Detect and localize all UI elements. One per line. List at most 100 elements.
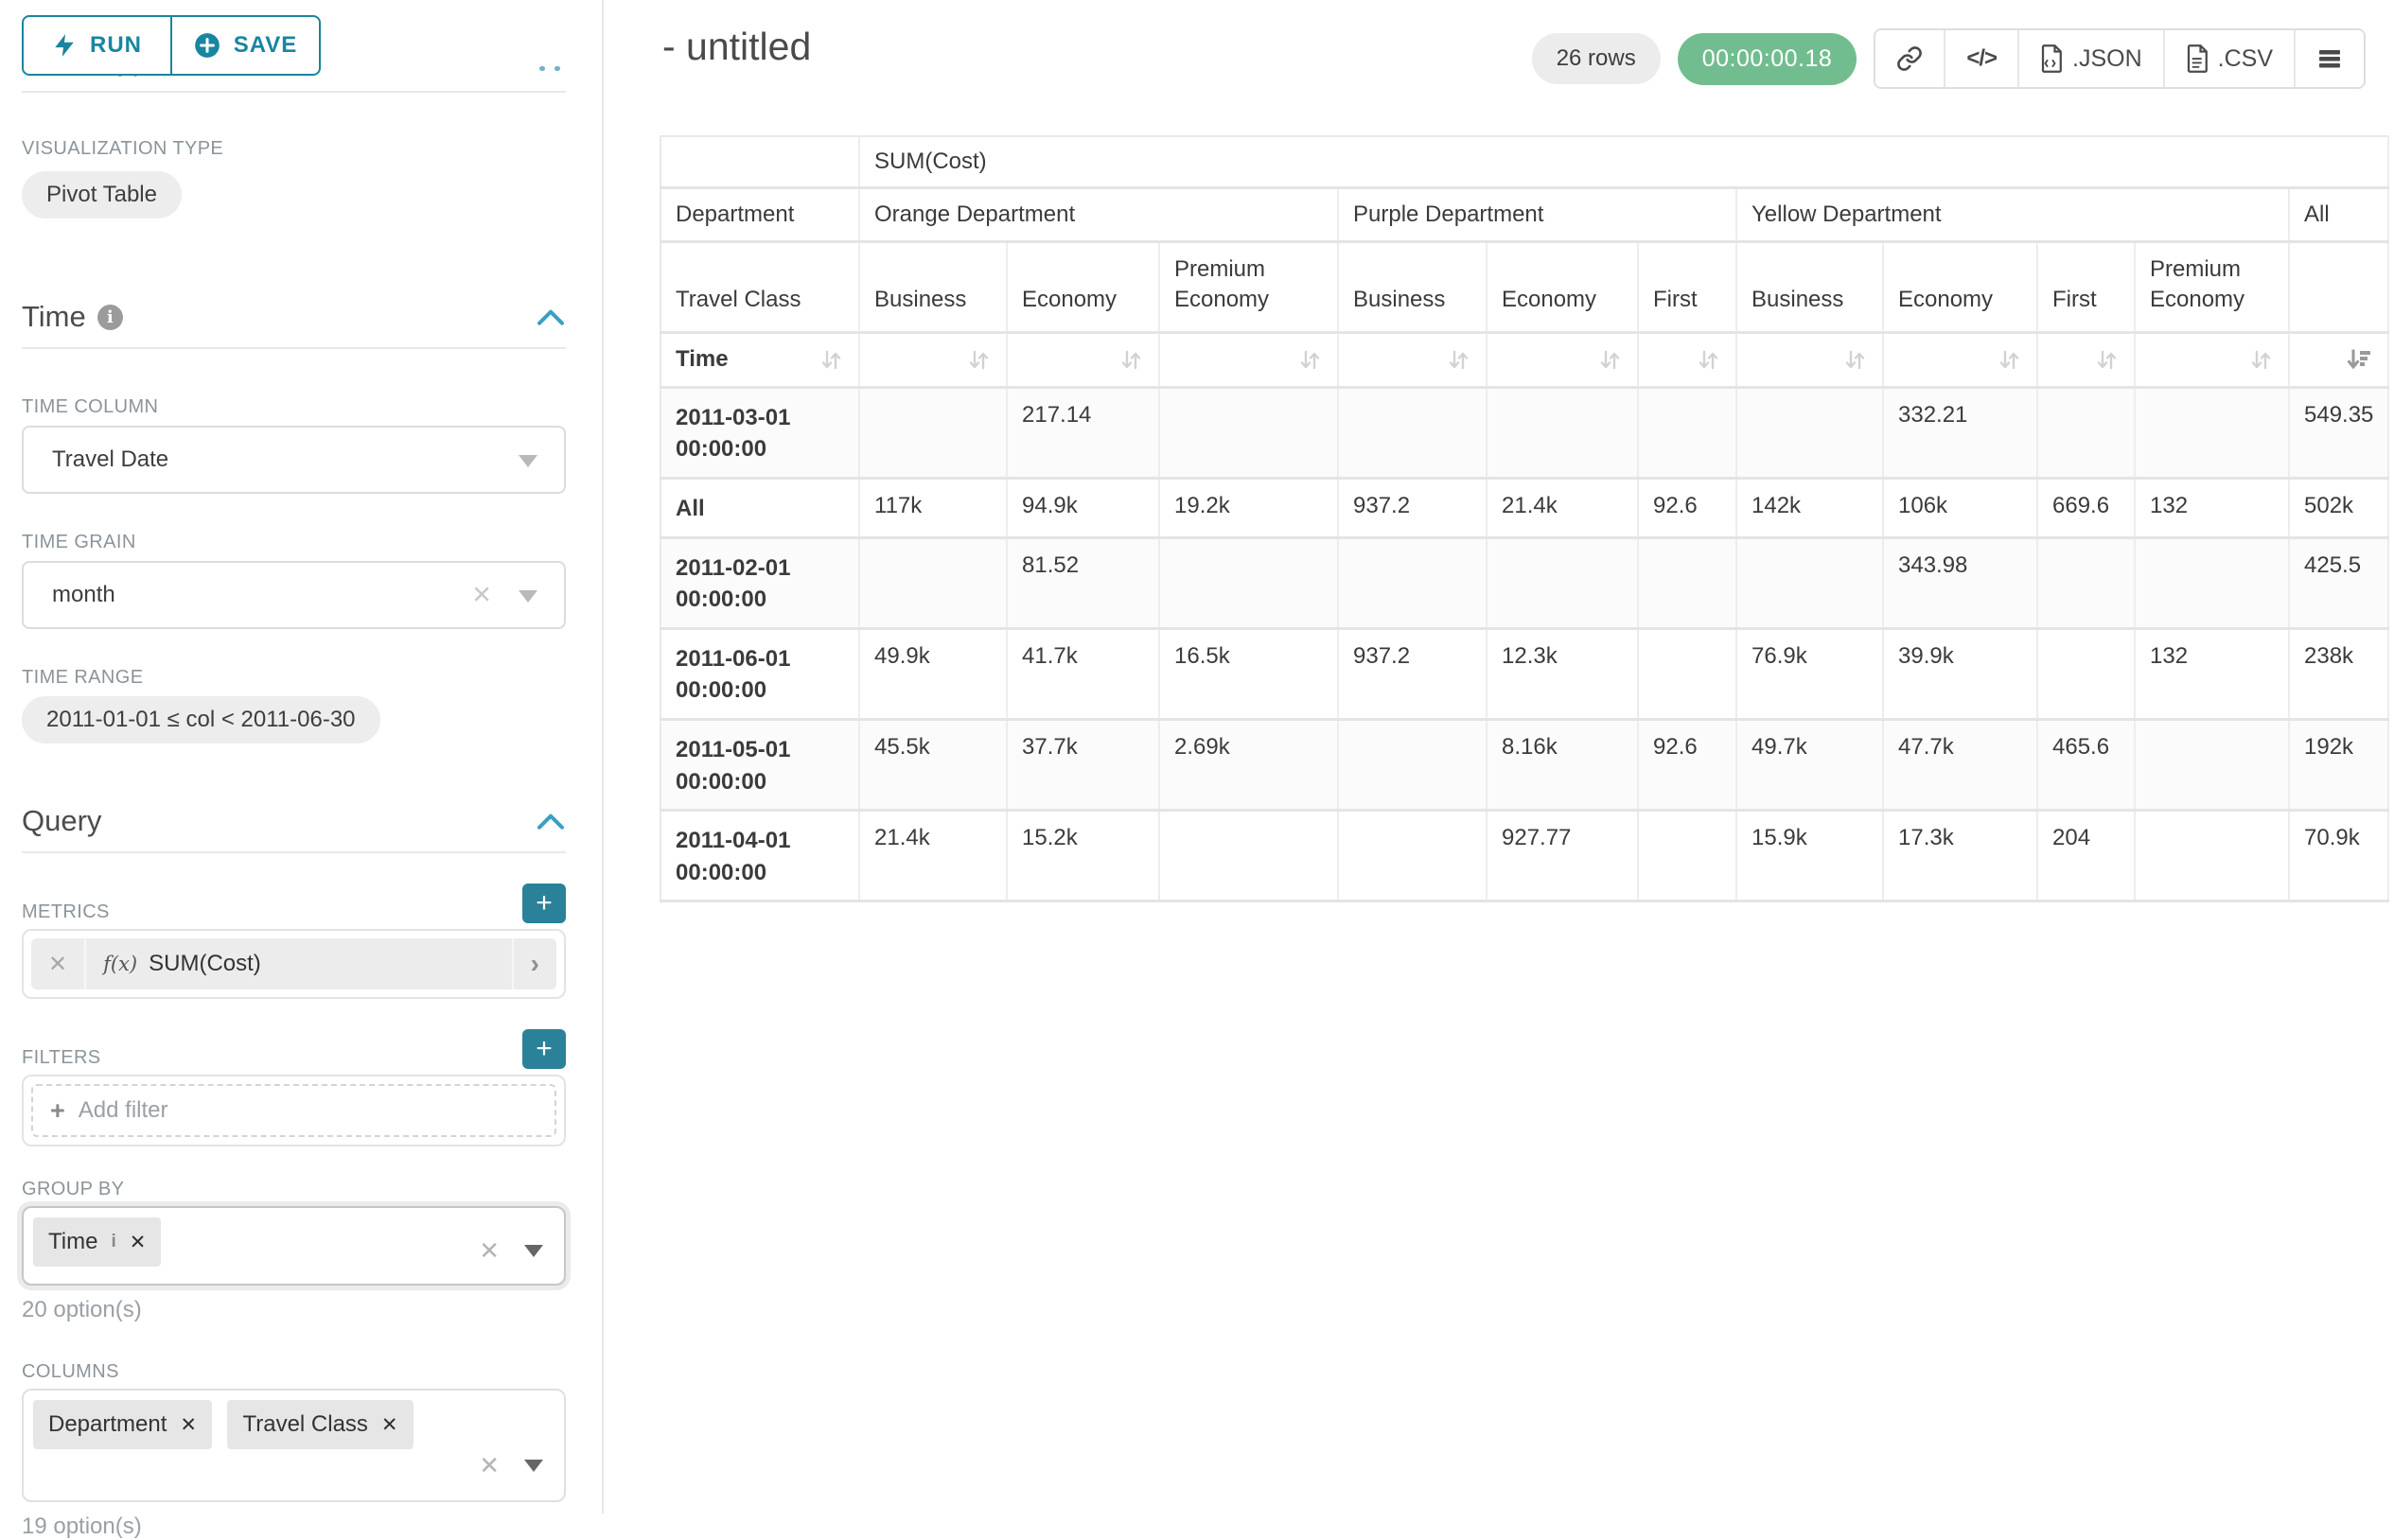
value-cell: 47.7k — [1883, 719, 2038, 813]
sort-header-active[interactable] — [2289, 332, 2390, 389]
tag-label: Travel Class — [242, 1411, 368, 1437]
value-cell: 204 — [2037, 810, 2136, 903]
value-cell — [1638, 628, 1737, 721]
clear-icon[interactable]: ✕ — [479, 1451, 500, 1479]
value-cell: 45.5k — [859, 719, 1008, 813]
sort-header-time[interactable]: Time — [660, 332, 860, 389]
sort-header[interactable] — [859, 332, 1008, 389]
sort-header[interactable] — [2135, 332, 2290, 389]
remove-tag-icon[interactable]: ✕ — [129, 1231, 147, 1253]
value-cell — [1338, 537, 1487, 630]
export-button-group: </> .JSON .CSV — [1874, 28, 2366, 89]
chevron-down-icon — [519, 455, 537, 467]
chevron-down-icon[interactable] — [524, 1245, 543, 1257]
value-cell: 15.2k — [1007, 810, 1160, 903]
remove-tag-icon[interactable]: ✕ — [380, 1413, 398, 1436]
chart-area: - untitled 26 rows 00:00:00.18 </> .JSON — [606, 0, 2394, 1514]
value-cell: 15.9k — [1736, 810, 1884, 903]
department-row-label: Department — [660, 187, 860, 243]
sort-header[interactable] — [1736, 332, 1884, 389]
divider — [22, 91, 566, 93]
up-down-arrows-icon — [1297, 347, 1323, 373]
sort-header[interactable] — [1487, 332, 1639, 389]
chevron-down-icon[interactable] — [524, 1460, 543, 1472]
remove-tag-icon[interactable]: ✕ — [180, 1413, 197, 1436]
value-cell — [1487, 387, 1639, 480]
value-cell — [2135, 387, 2290, 480]
time-grain-select[interactable]: month ✕ — [22, 561, 566, 629]
time-column-label: TIME COLUMN — [22, 396, 159, 417]
export-json-button[interactable]: .JSON — [2019, 30, 2165, 87]
columns-select[interactable]: Department ✕ Travel Class ✕ ✕ — [22, 1389, 566, 1502]
sort-header[interactable] — [1883, 332, 2038, 389]
export-csv-button[interactable]: .CSV — [2164, 30, 2296, 87]
value-cell — [1736, 537, 1884, 630]
clear-icon[interactable]: ✕ — [471, 580, 492, 609]
value-cell — [1487, 537, 1639, 630]
value-cell: 70.9k — [2289, 810, 2390, 903]
more-menu-button[interactable] — [2296, 30, 2364, 87]
export-json-label: .JSON — [2072, 44, 2142, 72]
collapse-caret-icon[interactable] — [539, 66, 560, 71]
add-filter-dropzone[interactable]: + Add filter — [31, 1084, 556, 1137]
travel-class-header: Business — [859, 241, 1008, 334]
value-cell: 92.6 — [1638, 719, 1737, 813]
add-filter-button[interactable]: + — [522, 1029, 566, 1069]
sort-header[interactable] — [2037, 332, 2136, 389]
table-row: 2011-05-01 00:00:00 45.5k 37.7k 2.69k 8.16k 9… — [660, 719, 2390, 813]
columns-options-note: 19 option(s) — [22, 1514, 142, 1539]
metric-header: SUM(Cost) — [859, 135, 2390, 189]
time-range-pill[interactable]: 2011-01-01 ≤ col < 2011-06-30 — [22, 696, 380, 744]
chart-title[interactable]: - untitled — [662, 25, 812, 68]
sort-header[interactable] — [1338, 332, 1487, 389]
filters-container: + Add filter — [22, 1075, 566, 1146]
metric-pill[interactable]: ✕ f(x) SUM(Cost) › — [31, 938, 556, 989]
value-cell — [2037, 628, 2136, 721]
chevron-right-icon[interactable]: › — [511, 938, 556, 989]
sort-header[interactable] — [1638, 332, 1737, 389]
visualization-type-pill[interactable]: Pivot Table — [22, 171, 182, 219]
group-by-tag[interactable]: Time i ✕ — [33, 1217, 162, 1267]
up-down-arrows-icon — [1118, 347, 1144, 373]
table-row: 2011-06-01 00:00:00 49.9k 41.7k 16.5k 937.2 1… — [660, 628, 2390, 721]
value-cell — [2037, 537, 2136, 630]
plus-icon: + — [50, 1095, 65, 1125]
value-cell — [2037, 387, 2136, 480]
columns-tag[interactable]: Department ✕ — [33, 1400, 212, 1449]
info-icon[interactable]: i — [111, 1232, 116, 1251]
add-metric-button[interactable]: + — [522, 884, 566, 923]
run-button-label: RUN — [90, 32, 142, 58]
chevron-up-icon[interactable] — [536, 306, 566, 327]
divider — [22, 851, 566, 853]
up-down-arrows-icon — [1446, 347, 1471, 373]
divider — [22, 347, 566, 349]
sort-header[interactable] — [1159, 332, 1339, 389]
up-down-arrows-icon — [2094, 347, 2120, 373]
run-button[interactable]: RUN — [22, 15, 171, 76]
value-cell: 106k — [1883, 478, 2038, 539]
up-down-arrows-icon — [819, 347, 844, 373]
info-icon[interactable]: i — [97, 304, 123, 330]
time-section-header: Time i — [22, 300, 566, 334]
metric-body[interactable]: f(x) SUM(Cost) — [86, 938, 512, 989]
row-header-cell: All — [660, 478, 860, 539]
file-icon — [2186, 44, 2210, 73]
group-by-select[interactable]: Time i ✕ ✕ — [22, 1206, 566, 1286]
value-cell — [1338, 719, 1487, 813]
time-column-select[interactable]: Travel Date — [22, 426, 566, 494]
value-cell: 49.7k — [1736, 719, 1884, 813]
department-group-header: Yellow Department — [1736, 187, 2290, 243]
value-cell — [1638, 537, 1737, 630]
up-down-arrows-icon — [1696, 347, 1721, 373]
sort-header[interactable] — [1007, 332, 1160, 389]
chevron-down-icon — [519, 590, 537, 603]
embed-code-button[interactable]: </> — [1945, 30, 2020, 87]
clear-icon[interactable]: ✕ — [479, 1236, 500, 1265]
save-button[interactable]: SAVE — [171, 15, 321, 76]
chevron-up-icon[interactable] — [536, 811, 566, 831]
value-cell — [2135, 719, 2290, 813]
copy-link-button[interactable] — [1875, 30, 1946, 87]
columns-tag[interactable]: Travel Class ✕ — [227, 1400, 414, 1449]
remove-metric-icon[interactable]: ✕ — [31, 938, 87, 989]
value-cell: 132 — [2135, 628, 2290, 721]
